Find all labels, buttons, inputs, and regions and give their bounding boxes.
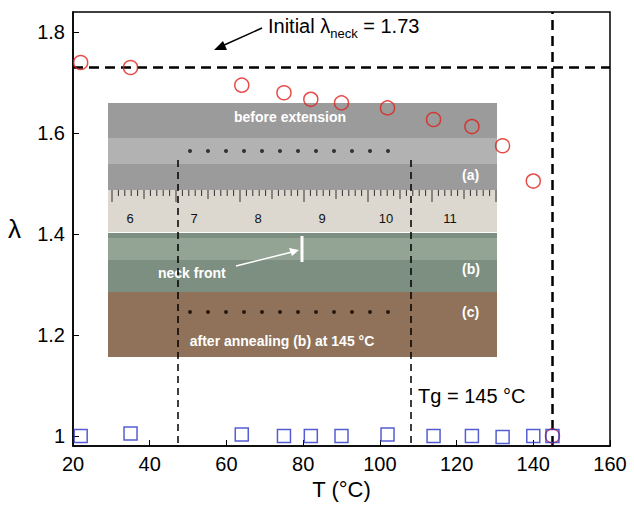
svg-text:λ: λ xyxy=(8,214,21,244)
svg-text:1: 1 xyxy=(54,425,65,447)
svg-text:10: 10 xyxy=(379,211,393,226)
svg-text:(b): (b) xyxy=(462,261,480,277)
svg-text:9: 9 xyxy=(318,211,325,226)
svg-text:1.6: 1.6 xyxy=(37,122,65,144)
svg-text:7: 7 xyxy=(190,211,197,226)
svg-text:60: 60 xyxy=(215,453,237,475)
svg-text:= 1.73: = 1.73 xyxy=(358,15,420,37)
svg-text:80: 80 xyxy=(292,453,314,475)
svg-text:neck front: neck front xyxy=(158,265,226,281)
svg-text:6: 6 xyxy=(126,211,133,226)
svg-text:140: 140 xyxy=(517,453,550,475)
svg-text:160: 160 xyxy=(593,453,626,475)
svg-text:1.2: 1.2 xyxy=(37,324,65,346)
svg-text:40: 40 xyxy=(139,453,161,475)
svg-text:20: 20 xyxy=(62,453,84,475)
svg-text:100: 100 xyxy=(363,453,396,475)
svg-text:Tg = 145 °C: Tg = 145 °C xyxy=(418,385,526,407)
svg-text:Initial λ: Initial λ xyxy=(268,15,330,37)
svg-text:11: 11 xyxy=(443,211,457,226)
svg-text:neck: neck xyxy=(330,26,358,41)
svg-text:1.4: 1.4 xyxy=(37,223,65,245)
svg-text:before extension: before extension xyxy=(234,109,346,125)
svg-text:(c): (c) xyxy=(462,304,479,320)
svg-text:120: 120 xyxy=(440,453,473,475)
svg-text:(a): (a) xyxy=(462,167,479,183)
svg-text:1.8: 1.8 xyxy=(37,21,65,43)
svg-text:after annealing (b) at 145 °C: after annealing (b) at 145 °C xyxy=(190,333,375,349)
svg-text:8: 8 xyxy=(254,211,261,226)
svg-text:T (°C): T (°C) xyxy=(312,477,371,502)
